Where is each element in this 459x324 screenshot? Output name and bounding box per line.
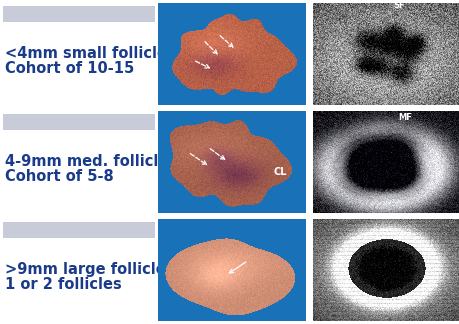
Text: SF: SF — [393, 1, 404, 10]
Bar — [3, 222, 155, 238]
Text: >9mm large follicles: >9mm large follicles — [5, 262, 174, 277]
Text: CL: CL — [273, 167, 286, 177]
Text: Cohort of 5-8: Cohort of 5-8 — [5, 169, 113, 184]
Text: 4-9mm med. follicles: 4-9mm med. follicles — [5, 154, 177, 169]
Text: MF: MF — [397, 113, 411, 122]
Bar — [3, 114, 155, 130]
Bar — [3, 6, 155, 22]
Text: Cohort of 10-15: Cohort of 10-15 — [5, 61, 134, 76]
Text: 1 or 2 follicles: 1 or 2 follicles — [5, 277, 122, 292]
Text: <4mm small follicles: <4mm small follicles — [5, 46, 175, 61]
